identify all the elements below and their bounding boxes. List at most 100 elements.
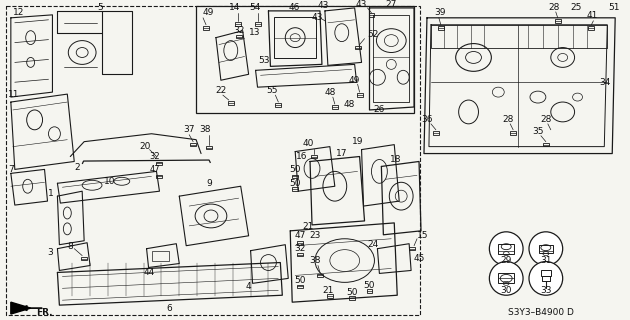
Bar	[297, 253, 303, 256]
Bar	[255, 22, 261, 26]
Circle shape	[490, 261, 523, 295]
Bar	[539, 245, 553, 252]
Text: FR.: FR.	[37, 308, 53, 316]
Bar	[311, 155, 317, 158]
Text: 43: 43	[318, 1, 329, 11]
Text: 5: 5	[97, 4, 103, 12]
Text: 48: 48	[343, 100, 355, 108]
Bar	[409, 247, 415, 251]
Text: 16: 16	[296, 152, 308, 161]
Text: 7: 7	[8, 165, 14, 174]
Text: 4: 4	[246, 282, 251, 291]
Text: 2: 2	[74, 163, 80, 172]
Bar	[433, 131, 439, 134]
Polygon shape	[11, 302, 31, 314]
Bar	[367, 290, 372, 293]
Text: 28: 28	[540, 116, 551, 124]
Text: 22: 22	[215, 86, 227, 95]
Text: 25: 25	[570, 4, 581, 12]
Text: 14: 14	[229, 4, 241, 12]
Text: 20: 20	[140, 142, 151, 151]
Text: 3: 3	[48, 248, 54, 257]
Text: 50: 50	[346, 288, 357, 297]
Text: 26: 26	[374, 106, 385, 115]
Text: 47: 47	[294, 231, 306, 240]
Bar	[541, 270, 551, 276]
Text: 29: 29	[500, 256, 512, 265]
Text: 8: 8	[67, 242, 73, 251]
Bar	[317, 274, 323, 277]
Text: 28: 28	[548, 4, 559, 12]
Bar	[275, 103, 282, 107]
Text: 13: 13	[249, 28, 260, 37]
Bar	[438, 26, 444, 29]
Text: 54: 54	[249, 4, 260, 12]
Text: 34: 34	[599, 78, 610, 87]
Bar	[369, 13, 374, 17]
Text: 43: 43	[312, 13, 323, 22]
Text: 51: 51	[609, 4, 620, 12]
Text: 6: 6	[166, 304, 172, 313]
Text: 21: 21	[302, 222, 314, 231]
Text: 30: 30	[500, 286, 512, 295]
Bar	[6, 6, 420, 315]
Text: 31: 31	[540, 256, 552, 265]
Text: 24: 24	[368, 240, 379, 249]
Bar	[543, 143, 549, 147]
Text: 52: 52	[367, 30, 379, 39]
Text: 48: 48	[324, 88, 336, 97]
Circle shape	[529, 232, 563, 266]
Text: 18: 18	[389, 155, 401, 164]
Text: 44: 44	[144, 268, 155, 277]
Text: 38: 38	[199, 125, 211, 134]
Text: 27: 27	[386, 0, 397, 10]
Bar	[348, 296, 355, 300]
Text: 23: 23	[309, 231, 321, 240]
Bar	[156, 174, 163, 178]
Text: 53: 53	[258, 56, 270, 65]
Bar	[510, 131, 516, 134]
Text: S3Y3–B4900 D: S3Y3–B4900 D	[508, 308, 574, 316]
Bar	[81, 257, 87, 260]
Bar	[236, 35, 242, 38]
Bar	[357, 93, 362, 97]
Bar	[235, 22, 241, 26]
Text: 36: 36	[421, 116, 433, 124]
Text: 35: 35	[532, 127, 544, 136]
Bar	[588, 26, 594, 29]
Text: 45: 45	[413, 254, 425, 263]
Text: 38: 38	[309, 256, 321, 265]
Text: 50: 50	[289, 165, 301, 174]
Bar	[196, 6, 414, 113]
Text: 41: 41	[587, 11, 598, 20]
Bar	[228, 101, 234, 105]
Circle shape	[529, 261, 563, 295]
Text: 47: 47	[149, 165, 160, 174]
Text: 55: 55	[266, 86, 278, 95]
Text: 49: 49	[349, 76, 360, 85]
Bar	[292, 174, 298, 178]
Text: 50: 50	[289, 179, 301, 188]
Bar	[542, 276, 550, 281]
Text: 49: 49	[203, 8, 214, 17]
Text: 9: 9	[206, 179, 212, 188]
Bar	[292, 188, 298, 191]
Text: 32: 32	[149, 152, 160, 161]
FancyArrowPatch shape	[23, 306, 42, 310]
Text: 37: 37	[183, 125, 195, 134]
Text: 50: 50	[294, 276, 306, 285]
Bar	[327, 294, 333, 298]
Bar	[156, 162, 163, 165]
Bar	[297, 284, 303, 288]
Bar	[498, 244, 514, 254]
Text: 32: 32	[233, 26, 244, 35]
Text: 1: 1	[48, 189, 54, 198]
Bar	[297, 241, 303, 244]
Text: 21: 21	[322, 286, 333, 295]
Text: 28: 28	[503, 116, 514, 124]
Text: 32: 32	[294, 244, 306, 253]
Bar	[206, 146, 212, 149]
Text: 19: 19	[352, 137, 364, 146]
Text: 39: 39	[434, 8, 445, 17]
Bar	[203, 26, 209, 29]
